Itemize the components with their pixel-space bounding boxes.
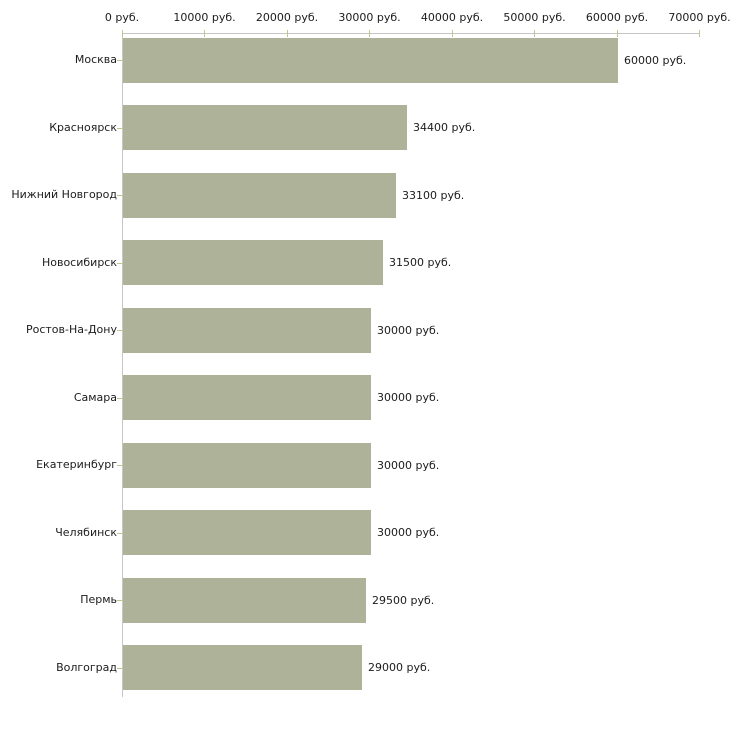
value-label: 29500 руб. — [372, 593, 435, 607]
value-label: 30000 руб. — [377, 526, 440, 539]
value-label: 30000 руб. — [377, 323, 440, 337]
bar-4 — [123, 307, 371, 353]
x-axis-tick-label: 0 руб. — [104, 11, 140, 24]
x-axis-tick-label: 70000 руб. — [668, 11, 730, 24]
value-label: 29000 руб. — [368, 661, 431, 674]
y-axis-tick — [117, 330, 122, 331]
y-axis-tick — [117, 600, 122, 601]
x-axis-tick-label: 20000 руб. — [255, 11, 319, 24]
category-label: Красноярск — [49, 120, 117, 134]
bar-8 — [123, 577, 366, 623]
y-axis-tick — [117, 127, 122, 129]
y-axis-tick — [117, 465, 122, 466]
category-label: Самара — [73, 390, 117, 404]
category-label: Ростов-На-Дону — [25, 323, 117, 336]
value-label: 30000 руб. — [377, 391, 440, 404]
category-label: Нижний Новгород — [11, 188, 117, 201]
y-axis-tick — [117, 397, 122, 399]
category-label: Пермь — [80, 593, 117, 606]
x-axis-line — [122, 33, 700, 34]
y-axis-tick — [117, 60, 122, 61]
x-axis-tick — [121, 30, 123, 37]
category-label: Челябинск — [55, 525, 117, 539]
x-axis-tick — [286, 30, 288, 37]
y-axis-tick — [117, 195, 122, 196]
x-axis-tick — [534, 30, 535, 37]
y-axis-tick — [117, 532, 122, 534]
bar-6 — [123, 442, 371, 488]
category-label: Москва — [74, 53, 117, 66]
x-axis-tick-label: 60000 руб. — [585, 11, 649, 24]
bar-9 — [123, 645, 362, 690]
category-label: Новосибирск — [41, 255, 117, 269]
category-label: Волгоград — [56, 660, 117, 674]
x-axis-tick-label: 40000 руб. — [420, 11, 484, 24]
x-axis-tick — [204, 30, 205, 37]
bar-3 — [123, 240, 383, 285]
x-axis-tick — [369, 30, 370, 37]
bar-1 — [123, 105, 407, 150]
x-axis-tick-label: 30000 руб. — [338, 11, 401, 24]
x-axis-tick-label: 10000 руб. — [173, 11, 236, 24]
bar-0 — [123, 37, 618, 83]
bar-5 — [123, 375, 371, 420]
value-label: 31500 руб. — [389, 256, 452, 269]
x-axis-tick — [699, 30, 700, 37]
category-label: Екатеринбург — [36, 458, 117, 471]
y-axis-line — [122, 33, 123, 697]
bar-2 — [123, 172, 396, 218]
x-axis-tick — [616, 30, 618, 37]
value-label: 34400 руб. — [413, 121, 476, 134]
y-axis-tick — [117, 262, 122, 264]
value-label: 33100 руб. — [402, 188, 465, 202]
value-label: 60000 руб. — [624, 53, 687, 67]
bar-7 — [123, 510, 371, 555]
value-label: 30000 руб. — [377, 458, 440, 472]
y-axis-tick — [117, 667, 122, 669]
x-axis-tick — [451, 30, 453, 37]
x-axis-tick-label: 50000 руб. — [503, 11, 566, 24]
